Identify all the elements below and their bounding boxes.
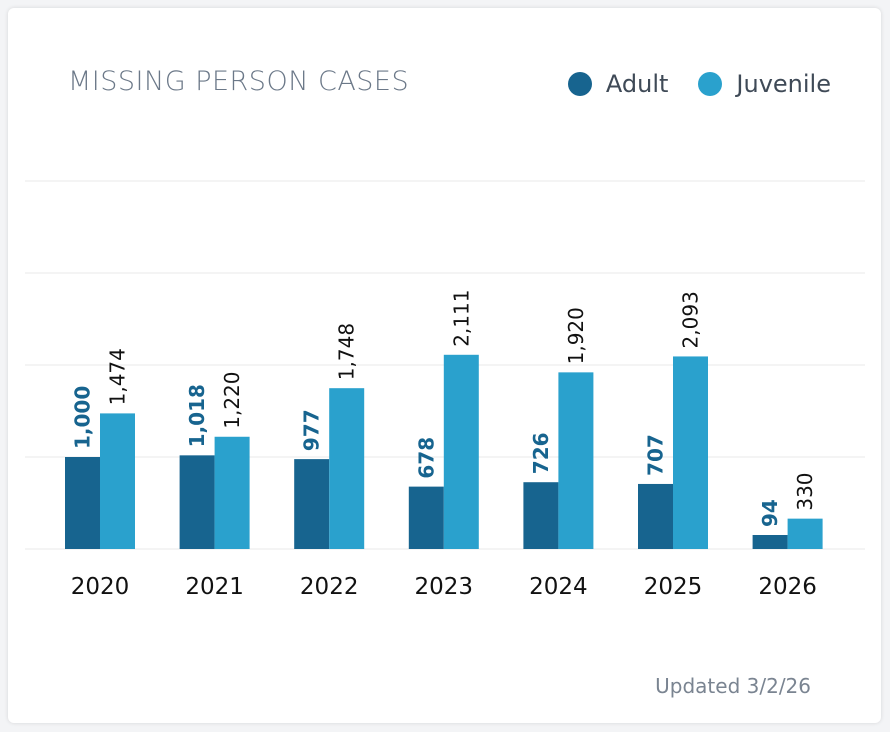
bar-adult-2025 — [638, 483, 673, 549]
bar-juvenile-2021 — [214, 436, 250, 549]
data-label-juvenile-2025: 2,093 — [679, 291, 703, 348]
legend-label-adult: Adult — [605, 70, 669, 98]
data-label-juvenile-2023: 2,111 — [449, 290, 473, 347]
data-label-adult-2024: 726 — [529, 432, 553, 474]
bar-adult-2021 — [179, 455, 215, 549]
bar-juvenile-2024 — [558, 372, 594, 549]
data-label-adult-2023: 678 — [414, 437, 438, 479]
legend-item-adult: Adult — [567, 70, 669, 98]
data-label-juvenile-2021: 1,220 — [220, 371, 244, 428]
x-tick-label-2022: 2022 — [300, 574, 359, 600]
data-label-juvenile-2022: 1,748 — [335, 323, 359, 380]
x-tick-label-2024: 2024 — [529, 574, 588, 600]
data-label-juvenile-2026: 330 — [793, 472, 817, 510]
updated-note: Updated 3/2/26 — [655, 674, 811, 698]
chart-title: MISSING PERSON CASES — [68, 66, 410, 97]
bar-juvenile-2022 — [329, 388, 365, 549]
x-tick-label-2026: 2026 — [758, 574, 817, 600]
legend-swatch-adult — [567, 72, 592, 96]
data-label-adult-2026: 94 — [758, 499, 782, 527]
legend-swatch-juvenile — [698, 72, 723, 96]
bar-adult-2024 — [523, 482, 559, 549]
bar-adult-2022 — [294, 459, 330, 549]
bar-adult-2026 — [752, 535, 788, 549]
bar-juvenile-2026 — [787, 518, 823, 549]
data-label-juvenile-2024: 1,920 — [564, 307, 588, 364]
data-label-adult-2020: 1,000 — [71, 386, 95, 449]
bar-adult-2023 — [408, 486, 444, 549]
data-label-adult-2021: 1,018 — [185, 384, 209, 447]
data-label-juvenile-2020: 1,474 — [106, 348, 130, 405]
x-tick-label-2025: 2025 — [644, 574, 703, 600]
data-label-adult-2025: 707 — [644, 434, 668, 476]
data-label-adult-2022: 977 — [300, 409, 324, 451]
legend: Adult Juvenile — [538, 70, 831, 98]
x-tick-label-2020: 2020 — [71, 574, 130, 600]
x-tick-label-2021: 2021 — [185, 574, 244, 600]
legend-item-juvenile: Juvenile — [698, 70, 831, 98]
x-tick-label-2023: 2023 — [415, 574, 474, 600]
bar-juvenile-2025 — [673, 356, 708, 549]
bar-adult-2020 — [65, 457, 100, 549]
legend-label-juvenile: Juvenile — [736, 70, 831, 98]
bar-juvenile-2023 — [443, 354, 479, 549]
bar-juvenile-2020 — [100, 413, 135, 549]
